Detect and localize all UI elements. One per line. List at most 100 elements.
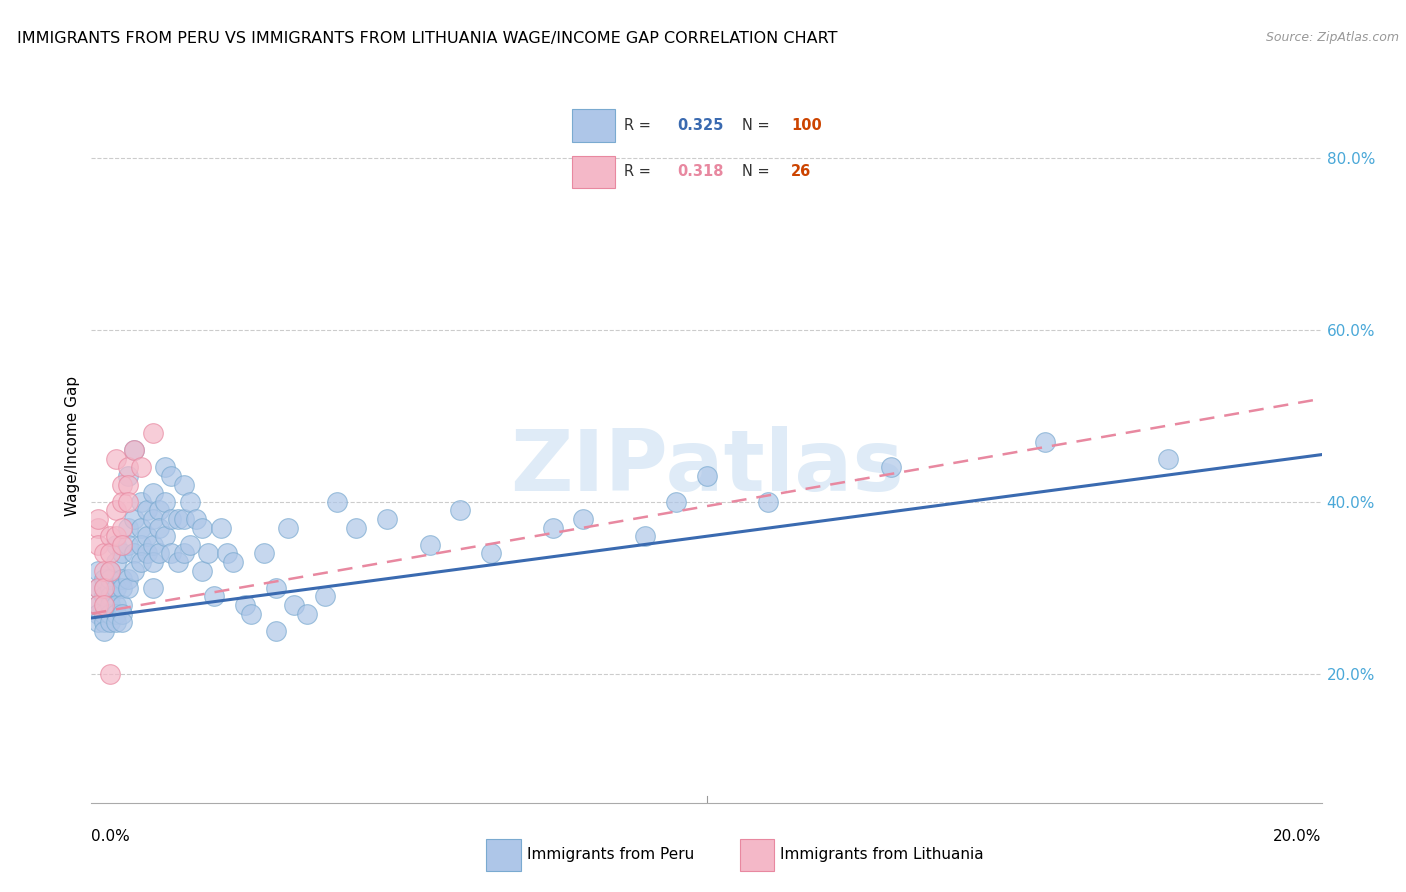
Point <box>105 451 127 466</box>
Point <box>129 555 152 569</box>
Point <box>93 564 115 578</box>
Point <box>111 598 134 612</box>
Point <box>111 546 134 560</box>
Point <box>117 469 139 483</box>
Point <box>86 521 108 535</box>
Point <box>142 486 165 500</box>
Point <box>93 590 115 604</box>
Point <box>111 615 134 630</box>
Text: 0.318: 0.318 <box>676 164 723 179</box>
Text: ZIPatlas: ZIPatlas <box>509 425 904 509</box>
Point <box>326 495 349 509</box>
Point <box>93 590 115 604</box>
Point <box>86 607 108 621</box>
Text: 100: 100 <box>792 119 823 133</box>
Text: N =: N = <box>742 164 775 179</box>
Point <box>215 546 238 560</box>
Point <box>93 572 115 586</box>
Point <box>572 512 595 526</box>
Point <box>93 598 115 612</box>
Point <box>129 521 152 535</box>
Point <box>105 581 127 595</box>
Point <box>197 546 219 560</box>
Point <box>98 590 121 604</box>
Point <box>98 564 121 578</box>
Point <box>98 564 121 578</box>
Point <box>117 460 139 475</box>
Point <box>173 546 195 560</box>
Point <box>253 546 276 560</box>
Point <box>93 624 115 638</box>
Point <box>111 607 134 621</box>
Text: Source: ZipAtlas.com: Source: ZipAtlas.com <box>1265 31 1399 45</box>
Point <box>111 495 134 509</box>
Point <box>117 477 139 491</box>
Point <box>93 546 115 560</box>
Point <box>1033 434 1056 449</box>
Point <box>86 615 108 630</box>
Point <box>117 538 139 552</box>
Point <box>93 607 115 621</box>
Point <box>86 598 108 612</box>
Point <box>105 615 127 630</box>
Point <box>314 590 336 604</box>
Point <box>105 529 127 543</box>
Point <box>86 564 108 578</box>
Point <box>696 469 718 483</box>
Point <box>93 581 115 595</box>
Point <box>240 607 263 621</box>
Point <box>179 538 201 552</box>
Point <box>153 495 177 509</box>
Text: R =: R = <box>624 119 655 133</box>
Point <box>264 624 287 638</box>
Point <box>233 598 256 612</box>
Point <box>98 581 121 595</box>
Point <box>117 581 139 595</box>
Point <box>98 607 121 621</box>
Point <box>111 572 134 586</box>
Point <box>105 538 127 552</box>
Point <box>166 512 188 526</box>
Point <box>86 581 108 595</box>
Point <box>98 666 121 681</box>
Text: 0.0%: 0.0% <box>91 830 131 844</box>
Bar <box>740 839 775 871</box>
Point <box>111 538 134 552</box>
Point <box>117 521 139 535</box>
Point <box>634 529 657 543</box>
Point <box>98 546 121 560</box>
Point <box>479 546 502 560</box>
Point <box>142 555 165 569</box>
Point <box>202 590 225 604</box>
Point <box>111 581 134 595</box>
Point <box>124 564 146 578</box>
Point <box>142 512 165 526</box>
Point <box>105 503 127 517</box>
Point <box>179 495 201 509</box>
Point <box>105 607 127 621</box>
Point <box>191 521 214 535</box>
Point <box>111 477 134 491</box>
Point <box>129 538 152 552</box>
Point <box>880 460 903 475</box>
Point <box>86 581 108 595</box>
Point <box>111 521 134 535</box>
Point <box>173 477 195 491</box>
Point <box>541 521 564 535</box>
Bar <box>486 839 520 871</box>
Point <box>148 503 170 517</box>
Point <box>756 495 779 509</box>
Point <box>148 546 170 560</box>
Point <box>160 469 183 483</box>
Point <box>153 460 177 475</box>
Point <box>98 529 121 543</box>
Text: 0.325: 0.325 <box>676 119 723 133</box>
Point <box>153 529 177 543</box>
Point <box>124 546 146 560</box>
Point <box>160 512 183 526</box>
Point <box>665 495 688 509</box>
Point <box>124 443 146 458</box>
Point <box>105 598 127 612</box>
Text: R =: R = <box>624 164 655 179</box>
Point <box>142 538 165 552</box>
